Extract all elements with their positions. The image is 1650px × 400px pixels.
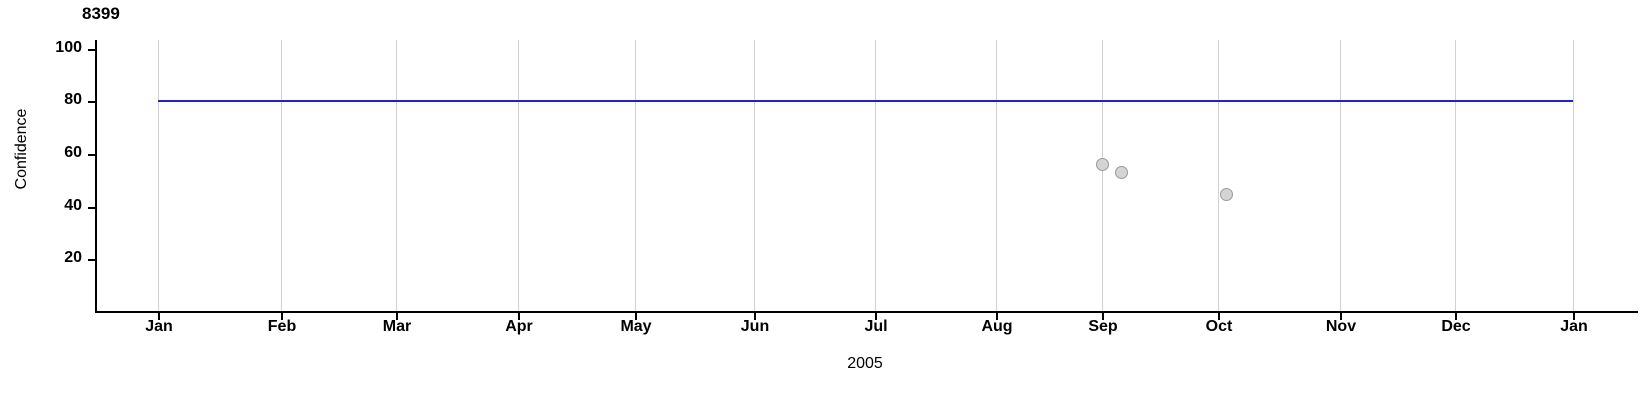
x-tick-mark-8	[1102, 312, 1104, 320]
data-point	[1095, 157, 1109, 171]
x-tick-mark-10	[1340, 312, 1342, 320]
gridline-feb-1	[281, 40, 282, 311]
x-tick-label-may-4: May	[620, 318, 652, 335]
gridline-nov-10	[1340, 40, 1341, 311]
gridline-apr-3	[518, 40, 519, 311]
data-point	[1219, 187, 1233, 201]
gridline-jul-6	[875, 40, 876, 311]
x-tick-mark-1	[281, 312, 283, 320]
x-tick-mark-6	[875, 312, 877, 320]
x-axis-title: 2005	[847, 355, 883, 372]
data-point	[1114, 165, 1128, 179]
threshold-reference-line	[158, 100, 1573, 102]
gridline-oct-9	[1218, 40, 1219, 311]
x-tick-label-sep-8: Sep	[1088, 318, 1118, 335]
x-tick-mark-4	[635, 312, 637, 320]
x-tick-label-jan-0: Jan	[145, 318, 173, 335]
gridline-jan-12	[1573, 40, 1574, 311]
gridline-may-4	[635, 40, 636, 311]
x-tick-label-jan-12: Jan	[1560, 318, 1588, 335]
y-tick-mark-60	[88, 154, 95, 156]
gridline-mar-2	[396, 40, 397, 311]
x-tick-mark-5	[754, 312, 756, 320]
x-tick-mark-11	[1455, 312, 1457, 320]
y-axis-line	[95, 40, 97, 312]
y-tick-mark-20	[88, 259, 95, 261]
x-tick-label-aug-7: Aug	[981, 318, 1013, 335]
gridline-dec-11	[1455, 40, 1456, 311]
y-tick-mark-80	[88, 101, 95, 103]
y-tick-label-40: 40	[64, 197, 82, 214]
x-tick-label-nov-10: Nov	[1325, 318, 1357, 335]
x-tick-mark-2	[396, 312, 398, 320]
x-tick-mark-12	[1573, 312, 1575, 320]
x-axis-line	[95, 311, 1638, 313]
gridline-jan-0	[158, 40, 159, 311]
y-axis-title: Confidence	[13, 108, 30, 190]
x-tick-label-jun-5: Jun	[740, 318, 770, 335]
y-tick-mark-40	[88, 207, 95, 209]
y-tick-mark-100	[88, 49, 95, 51]
y-tick-label-20: 20	[64, 249, 82, 266]
x-tick-label-feb-1: Feb	[267, 318, 297, 335]
y-tick-label-100: 100	[55, 39, 82, 56]
x-tick-label-jul-6: Jul	[864, 318, 888, 335]
x-tick-mark-9	[1218, 312, 1220, 320]
x-tick-label-dec-11: Dec	[1441, 318, 1471, 335]
x-tick-label-apr-3: Apr	[505, 318, 533, 335]
gridline-sep-8	[1102, 40, 1103, 311]
x-tick-label-mar-2: Mar	[382, 318, 412, 335]
x-tick-mark-3	[518, 312, 520, 320]
x-tick-mark-0	[158, 312, 160, 320]
gridline-jun-5	[754, 40, 755, 311]
gridline-aug-7	[996, 40, 997, 311]
chart-title: 8399	[82, 4, 120, 23]
x-tick-mark-7	[996, 312, 998, 320]
x-tick-label-oct-9: Oct	[1205, 318, 1233, 335]
y-tick-label-80: 80	[64, 91, 82, 108]
y-tick-label-60: 60	[64, 144, 82, 161]
